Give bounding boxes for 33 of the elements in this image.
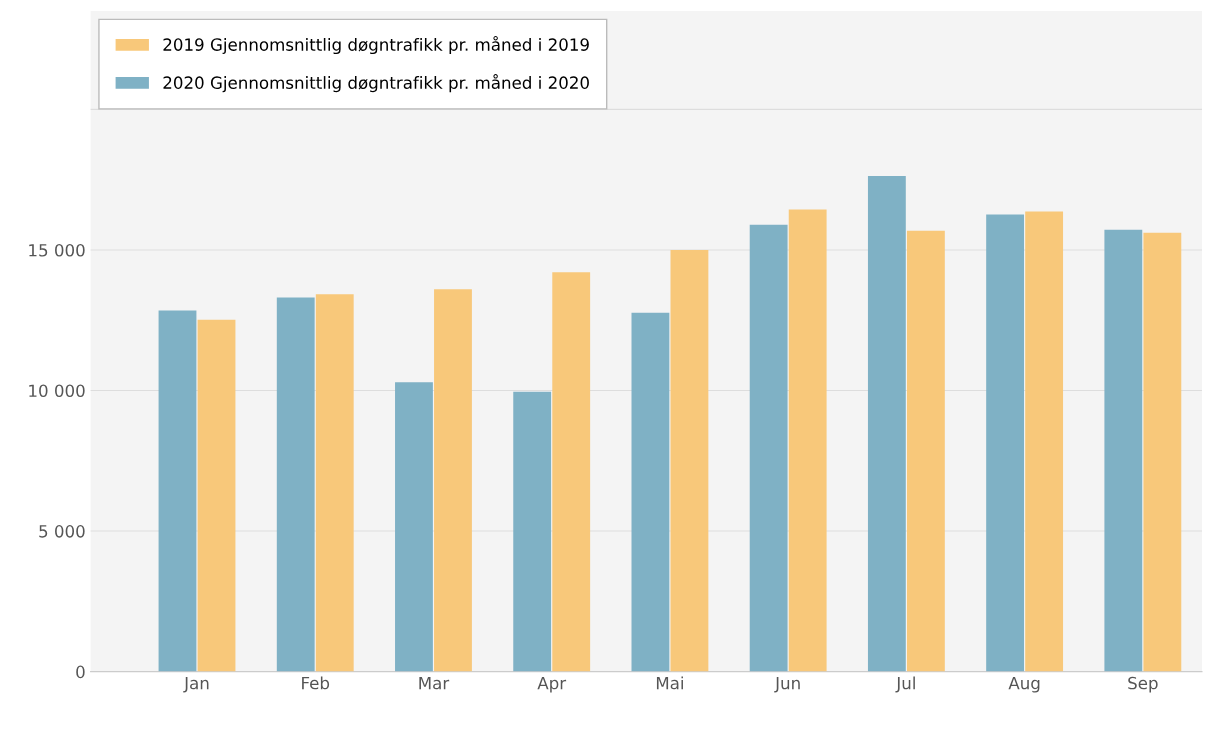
bar <box>670 249 709 672</box>
bar <box>197 319 236 672</box>
bar <box>986 214 1025 672</box>
bar <box>1025 211 1064 672</box>
y-tick-label: 5 000 <box>39 525 85 538</box>
x-tick-label: Feb <box>302 676 330 690</box>
x-tick-label: Mar <box>419 676 450 690</box>
y-tick-label: 0 <box>76 665 85 679</box>
bar <box>1104 229 1143 672</box>
x-tick-label: Sep <box>1128 676 1158 693</box>
bar <box>906 230 945 672</box>
bar <box>434 289 472 672</box>
bar <box>315 294 354 672</box>
bar <box>788 209 827 672</box>
bar <box>513 391 552 672</box>
bar <box>1143 232 1182 672</box>
bar <box>276 297 315 672</box>
x-tick-label: Aug <box>1008 676 1040 693</box>
bar <box>631 312 670 672</box>
x-tick-label: Apr <box>537 676 567 693</box>
x-tick-label: Mai <box>656 676 683 690</box>
bar <box>158 310 197 672</box>
y-tick-label: 15 000 <box>29 243 85 257</box>
x-tick-label: Jul <box>895 676 915 693</box>
legend-label: 2020 Gjennomsnittlig døgntrafikk pr. måned i 2020 <box>163 74 589 93</box>
bar <box>749 224 788 672</box>
bar <box>395 382 433 672</box>
y-tick-label: 10 000 <box>29 384 85 398</box>
legend-label: 2019 Gjennomsnittlig døgntrafikk pr. måned i 2019 <box>163 36 589 55</box>
x-tick-label: Jan <box>183 676 209 693</box>
x-tick-label: Jun <box>774 676 800 693</box>
bar <box>867 176 906 672</box>
bar <box>552 272 591 672</box>
